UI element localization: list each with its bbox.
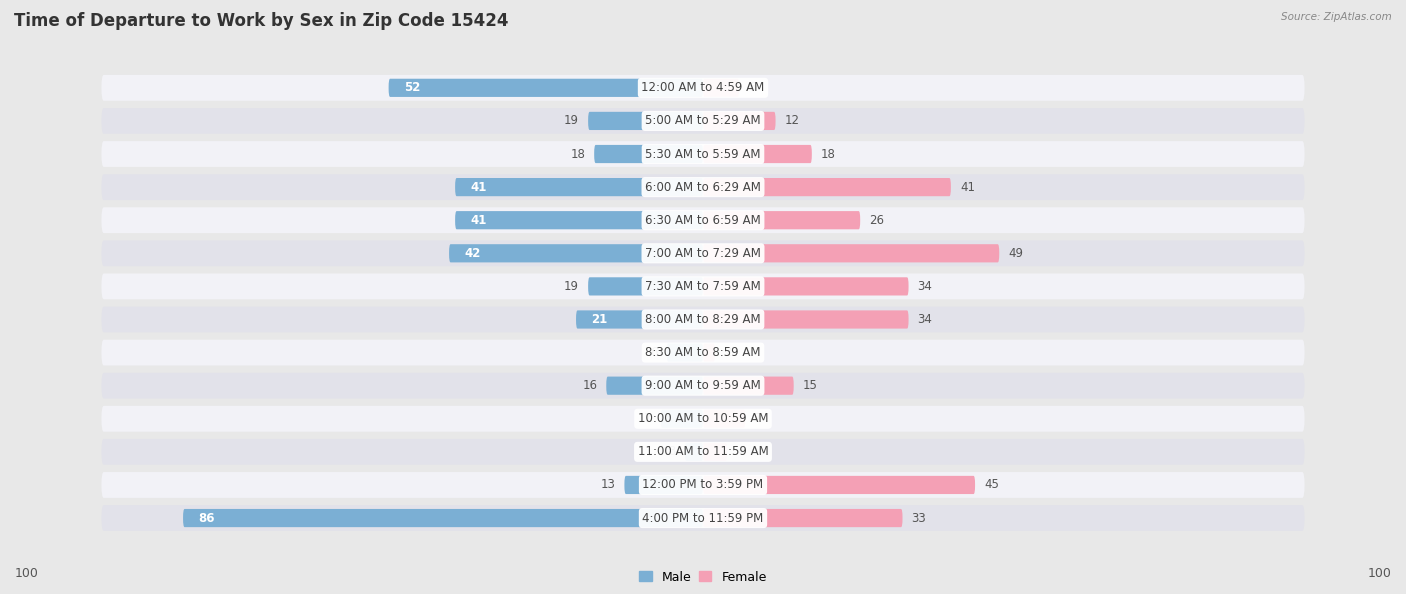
Text: 26: 26 bbox=[869, 214, 884, 227]
Text: 41: 41 bbox=[470, 214, 486, 227]
FancyBboxPatch shape bbox=[456, 211, 703, 229]
FancyBboxPatch shape bbox=[703, 211, 860, 229]
Text: Source: ZipAtlas.com: Source: ZipAtlas.com bbox=[1281, 12, 1392, 22]
Legend: Male, Female: Male, Female bbox=[634, 565, 772, 589]
Text: 4:00 PM to 11:59 PM: 4:00 PM to 11:59 PM bbox=[643, 511, 763, 525]
FancyBboxPatch shape bbox=[624, 476, 703, 494]
FancyBboxPatch shape bbox=[101, 505, 1305, 531]
Text: 100: 100 bbox=[15, 567, 38, 580]
FancyBboxPatch shape bbox=[595, 145, 703, 163]
FancyBboxPatch shape bbox=[661, 410, 703, 428]
Text: 19: 19 bbox=[564, 115, 579, 128]
FancyBboxPatch shape bbox=[101, 108, 1305, 134]
Text: 8:00 AM to 8:29 AM: 8:00 AM to 8:29 AM bbox=[645, 313, 761, 326]
Text: 100: 100 bbox=[1368, 567, 1392, 580]
FancyBboxPatch shape bbox=[703, 145, 811, 163]
FancyBboxPatch shape bbox=[183, 509, 703, 527]
Text: 3: 3 bbox=[668, 446, 676, 459]
FancyBboxPatch shape bbox=[703, 476, 976, 494]
Text: 34: 34 bbox=[918, 313, 932, 326]
FancyBboxPatch shape bbox=[588, 112, 703, 130]
Text: 9:00 AM to 9:59 AM: 9:00 AM to 9:59 AM bbox=[645, 379, 761, 392]
FancyBboxPatch shape bbox=[703, 112, 776, 130]
Text: 6: 6 bbox=[748, 81, 756, 94]
FancyBboxPatch shape bbox=[588, 277, 703, 295]
Text: 6:30 AM to 6:59 AM: 6:30 AM to 6:59 AM bbox=[645, 214, 761, 227]
Text: 2: 2 bbox=[724, 346, 731, 359]
Text: 10:00 AM to 10:59 AM: 10:00 AM to 10:59 AM bbox=[638, 412, 768, 425]
Text: 12: 12 bbox=[785, 115, 800, 128]
FancyBboxPatch shape bbox=[388, 79, 703, 97]
Text: 18: 18 bbox=[571, 147, 585, 160]
FancyBboxPatch shape bbox=[449, 244, 703, 263]
Text: 7:00 AM to 7:29 AM: 7:00 AM to 7:29 AM bbox=[645, 247, 761, 260]
Text: 8:30 AM to 8:59 AM: 8:30 AM to 8:59 AM bbox=[645, 346, 761, 359]
Text: 49: 49 bbox=[1008, 247, 1024, 260]
FancyBboxPatch shape bbox=[703, 509, 903, 527]
Text: 41: 41 bbox=[470, 181, 486, 194]
Text: 13: 13 bbox=[600, 478, 616, 491]
Text: 5:00 AM to 5:29 AM: 5:00 AM to 5:29 AM bbox=[645, 115, 761, 128]
Text: 7:30 AM to 7:59 AM: 7:30 AM to 7:59 AM bbox=[645, 280, 761, 293]
FancyBboxPatch shape bbox=[101, 241, 1305, 266]
FancyBboxPatch shape bbox=[703, 79, 740, 97]
FancyBboxPatch shape bbox=[703, 311, 908, 328]
FancyBboxPatch shape bbox=[703, 277, 908, 295]
Text: Time of Departure to Work by Sex in Zip Code 15424: Time of Departure to Work by Sex in Zip … bbox=[14, 12, 509, 30]
Text: 12:00 PM to 3:59 PM: 12:00 PM to 3:59 PM bbox=[643, 478, 763, 491]
Text: 7: 7 bbox=[755, 412, 762, 425]
Text: 4: 4 bbox=[737, 446, 744, 459]
Text: 6: 6 bbox=[650, 346, 658, 359]
Text: 52: 52 bbox=[404, 81, 420, 94]
FancyBboxPatch shape bbox=[606, 377, 703, 395]
Text: 6:00 AM to 6:29 AM: 6:00 AM to 6:29 AM bbox=[645, 181, 761, 194]
FancyBboxPatch shape bbox=[101, 141, 1305, 167]
Text: 21: 21 bbox=[591, 313, 607, 326]
FancyBboxPatch shape bbox=[666, 343, 703, 362]
Text: 42: 42 bbox=[464, 247, 481, 260]
FancyBboxPatch shape bbox=[101, 273, 1305, 299]
Text: 34: 34 bbox=[918, 280, 932, 293]
Text: 12:00 AM to 4:59 AM: 12:00 AM to 4:59 AM bbox=[641, 81, 765, 94]
Text: 18: 18 bbox=[821, 147, 835, 160]
FancyBboxPatch shape bbox=[703, 178, 950, 196]
FancyBboxPatch shape bbox=[703, 343, 716, 362]
FancyBboxPatch shape bbox=[576, 311, 703, 328]
FancyBboxPatch shape bbox=[703, 377, 793, 395]
FancyBboxPatch shape bbox=[456, 178, 703, 196]
Text: 11:00 AM to 11:59 AM: 11:00 AM to 11:59 AM bbox=[638, 446, 768, 459]
FancyBboxPatch shape bbox=[101, 439, 1305, 465]
Text: 19: 19 bbox=[564, 280, 579, 293]
FancyBboxPatch shape bbox=[101, 340, 1305, 365]
Text: 16: 16 bbox=[582, 379, 598, 392]
FancyBboxPatch shape bbox=[101, 472, 1305, 498]
Text: 86: 86 bbox=[198, 511, 215, 525]
Text: 5:30 AM to 5:59 AM: 5:30 AM to 5:59 AM bbox=[645, 147, 761, 160]
FancyBboxPatch shape bbox=[101, 307, 1305, 333]
FancyBboxPatch shape bbox=[101, 373, 1305, 399]
FancyBboxPatch shape bbox=[101, 75, 1305, 101]
Text: 33: 33 bbox=[911, 511, 927, 525]
Text: 45: 45 bbox=[984, 478, 1000, 491]
Text: 41: 41 bbox=[960, 181, 974, 194]
Text: 15: 15 bbox=[803, 379, 818, 392]
FancyBboxPatch shape bbox=[703, 410, 745, 428]
FancyBboxPatch shape bbox=[685, 443, 703, 461]
FancyBboxPatch shape bbox=[101, 207, 1305, 233]
FancyBboxPatch shape bbox=[703, 443, 727, 461]
Text: 7: 7 bbox=[644, 412, 651, 425]
FancyBboxPatch shape bbox=[101, 174, 1305, 200]
FancyBboxPatch shape bbox=[101, 406, 1305, 432]
FancyBboxPatch shape bbox=[703, 244, 1000, 263]
